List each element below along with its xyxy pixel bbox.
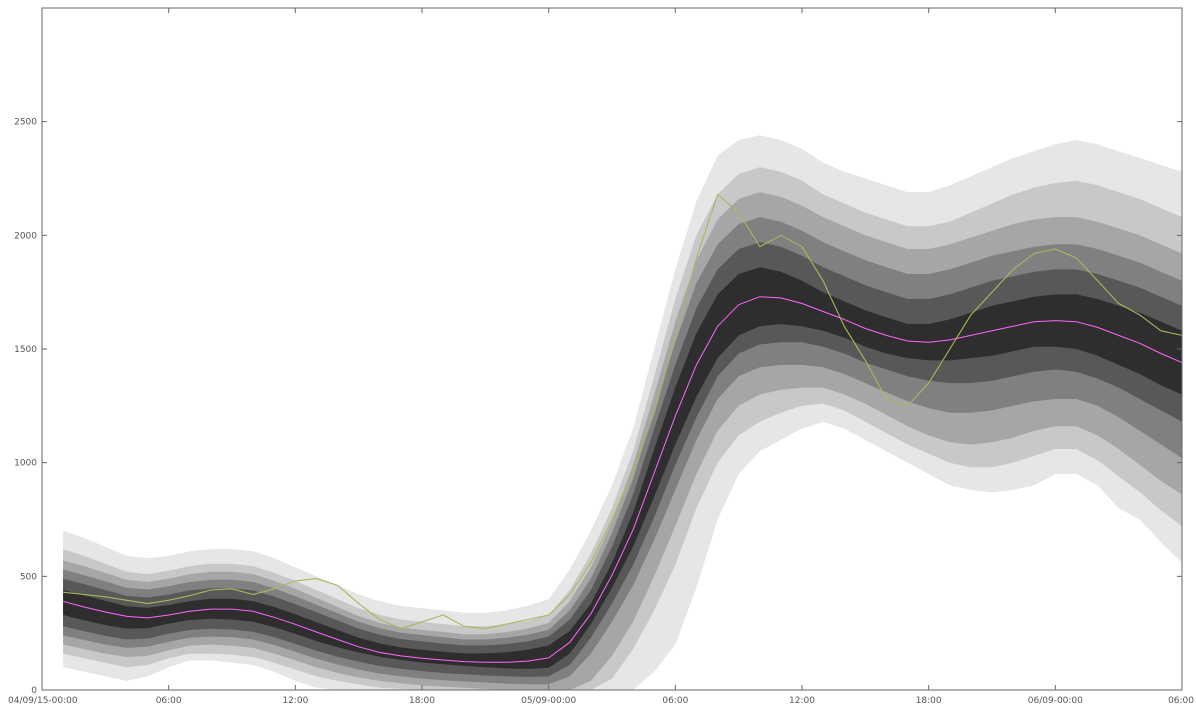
- series-lines: [62, 193, 1183, 663]
- x-tick-label: 06/09-00:00: [1028, 696, 1083, 706]
- x-tick-label: 04/09/15-00:00: [8, 696, 78, 706]
- fan-band-6: [63, 267, 1183, 669]
- y-tick-label: 500: [20, 572, 37, 582]
- y-tick-label: 0: [31, 686, 37, 696]
- observed-line: [63, 193, 1183, 630]
- x-tick-label: 12:00: [789, 696, 815, 706]
- y-axis: 0 500 1000 1500 2000 2500: [14, 118, 1182, 696]
- y-tick-label: 2500: [14, 118, 37, 128]
- x-tick-label: 06:00: [1168, 696, 1194, 706]
- x-tick-label: 06:00: [662, 696, 688, 706]
- x-tick-label: 06:00: [156, 696, 182, 706]
- x-tick-label: 12:00: [282, 696, 308, 706]
- y-tick-label: 1500: [14, 345, 37, 355]
- x-axis: 04/09/15-00:00 06:00 12:00 18:00 05/09-00:00…: [8, 8, 1194, 706]
- y-tick-label: 1000: [14, 459, 37, 469]
- x-tick-label: 18:00: [409, 696, 435, 706]
- x-tick-label: 18:00: [916, 696, 942, 706]
- y-tick-label: 2000: [14, 231, 37, 241]
- fan-bands: [63, 135, 1183, 691]
- median-forecast-line: [62, 296, 1183, 663]
- x-tick-label: 05/09-00:00: [521, 696, 576, 706]
